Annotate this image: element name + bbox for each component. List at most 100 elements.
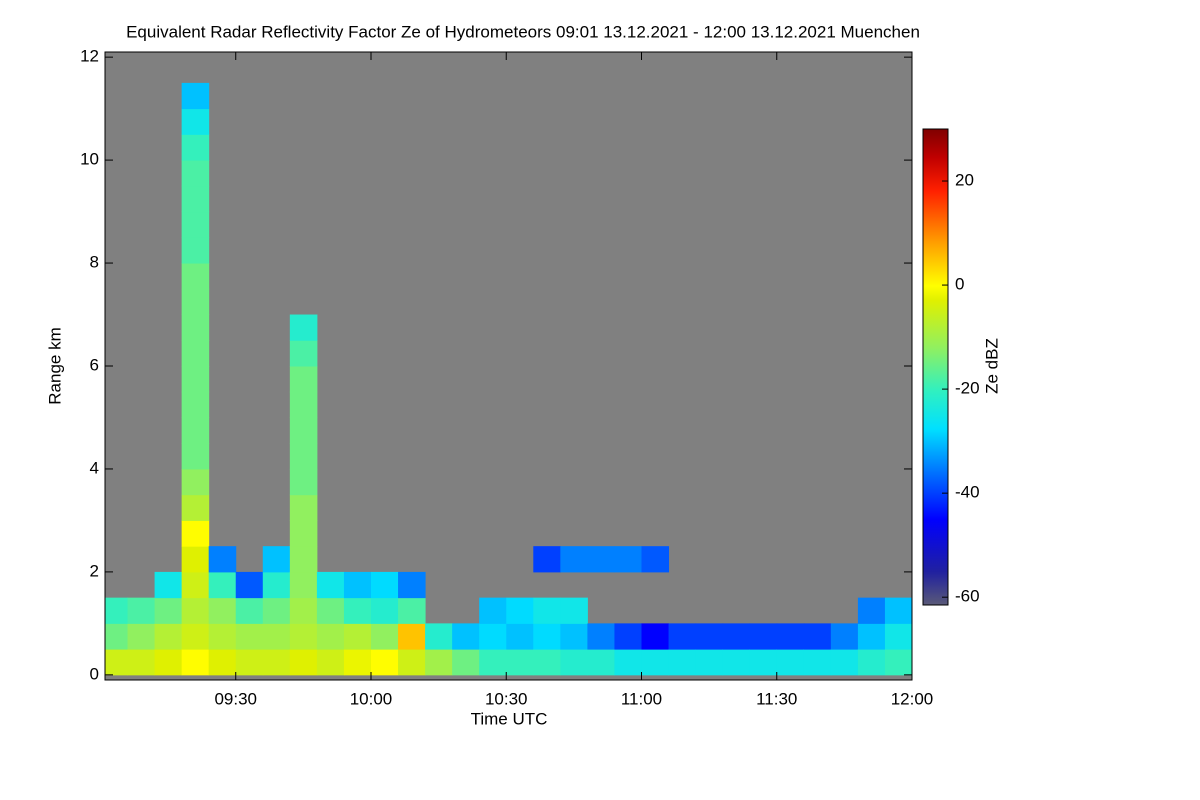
- cell: [560, 623, 588, 650]
- y-tick-label: 2: [90, 561, 99, 580]
- cell: [289, 649, 318, 676]
- cell: [208, 571, 237, 599]
- cell: [668, 649, 697, 676]
- cell: [181, 417, 210, 444]
- cell: [533, 649, 561, 676]
- cell: [289, 314, 318, 341]
- cell: [722, 623, 751, 650]
- cell: [181, 391, 210, 418]
- x-tick-label: 11:30: [756, 689, 797, 708]
- cell: [830, 623, 859, 650]
- cell: [316, 649, 345, 676]
- cell: [181, 82, 210, 110]
- cell: [425, 623, 453, 650]
- cell: [154, 649, 183, 676]
- colorbar-tick-label: -20: [955, 379, 980, 398]
- cell: [479, 623, 507, 650]
- cell: [641, 649, 670, 676]
- cell: [181, 314, 210, 341]
- colorbar-tick-label: -60: [955, 587, 980, 606]
- cell: [316, 623, 345, 650]
- x-tick-label: 10:30: [485, 689, 528, 708]
- cell: [289, 494, 318, 521]
- cell: [105, 649, 129, 676]
- cell: [398, 623, 426, 650]
- cell: [181, 237, 210, 264]
- cell: [479, 597, 507, 624]
- cell: [154, 597, 183, 624]
- cell: [181, 134, 210, 161]
- x-tick-label: 10:00: [350, 689, 393, 708]
- cell: [452, 649, 480, 676]
- cell: [343, 649, 372, 676]
- cell: [533, 597, 561, 624]
- cell: [560, 597, 588, 624]
- cell: [208, 546, 237, 573]
- cell: [614, 649, 642, 676]
- cell: [587, 649, 615, 676]
- y-tick-label: 6: [90, 355, 99, 374]
- cell: [830, 649, 859, 676]
- cell: [262, 649, 291, 676]
- cell: [803, 623, 832, 650]
- cell: [181, 366, 210, 393]
- heatmap: [105, 82, 912, 676]
- cell: [398, 571, 426, 599]
- chart-title: Equivalent Radar Reflectivity Factor Ze …: [126, 22, 920, 41]
- cell: [235, 597, 264, 624]
- cell: [884, 597, 912, 624]
- cell: [181, 160, 210, 187]
- cell: [289, 340, 318, 367]
- cell: [235, 649, 264, 676]
- cell: [668, 623, 697, 650]
- cell: [181, 263, 210, 290]
- cell: [289, 623, 318, 650]
- cell: [289, 417, 318, 444]
- cell: [181, 443, 210, 470]
- cell: [181, 185, 210, 213]
- cell: [587, 623, 615, 650]
- cell: [316, 597, 345, 624]
- y-tick-label: 0: [90, 664, 99, 683]
- cell: [289, 443, 318, 470]
- cell: [127, 649, 156, 676]
- cell: [181, 623, 210, 650]
- cell: [506, 649, 534, 676]
- cell: [289, 366, 318, 393]
- cell: [614, 623, 642, 650]
- cell: [857, 623, 886, 650]
- cell: [154, 571, 183, 599]
- cell: [316, 571, 345, 599]
- cell: [884, 623, 912, 650]
- y-axis-label: Range km: [45, 327, 64, 404]
- cell: [181, 546, 210, 573]
- cell: [181, 597, 210, 624]
- cell: [722, 649, 751, 676]
- cell: [343, 571, 372, 599]
- cell: [398, 649, 426, 676]
- cell: [154, 623, 183, 650]
- cell: [641, 546, 670, 573]
- x-tick-label: 09:30: [214, 689, 257, 708]
- cell: [857, 597, 886, 624]
- cell: [506, 597, 534, 624]
- y-tick-label: 4: [90, 458, 99, 477]
- y-tick-label: 12: [80, 47, 99, 66]
- cell: [181, 211, 210, 238]
- cell: [370, 623, 399, 650]
- cell: [560, 546, 588, 573]
- cell: [398, 597, 426, 624]
- cell: [208, 597, 237, 624]
- cell: [127, 597, 156, 624]
- cell: [533, 623, 561, 650]
- cell: [749, 623, 778, 650]
- y-tick-label: 8: [90, 253, 99, 272]
- cell: [181, 288, 210, 316]
- cell: [776, 649, 805, 676]
- cell: [208, 623, 237, 650]
- cell: [262, 597, 291, 624]
- cell: [181, 494, 210, 521]
- x-tick-label: 11:00: [621, 689, 662, 708]
